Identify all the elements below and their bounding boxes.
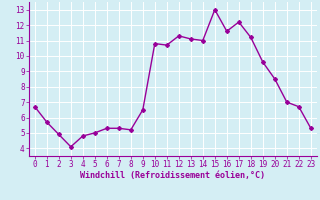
- X-axis label: Windchill (Refroidissement éolien,°C): Windchill (Refroidissement éolien,°C): [80, 171, 265, 180]
